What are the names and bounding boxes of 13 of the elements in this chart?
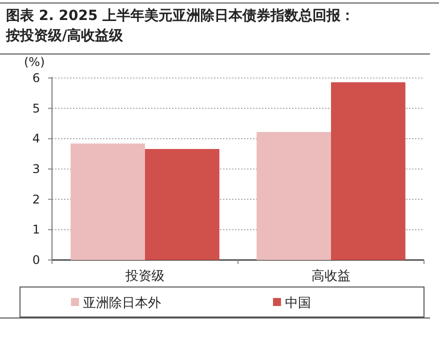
legend-label: 亚洲除日本外 [83,296,161,311]
y-tick-label: 1 [32,222,40,237]
legend-label: 中国 [285,296,311,311]
x-tick-label: 高收益 [312,268,350,284]
y-tick-label: 5 [32,101,40,116]
y-axis-title: (%) [24,55,45,69]
title: 图表 2. 2025 上半年美元亚洲除日本债券指数总回报：按投资级/高收益级 [6,8,355,44]
y-tick-label: 0 [32,253,40,267]
y-tick-label: 4 [32,132,40,146]
y-tick-label: 2 [32,192,40,206]
y-tick-label: 6 [32,71,40,85]
y-tick-label: 3 [32,162,40,176]
x-tick-label: 投资级 [124,269,164,284]
